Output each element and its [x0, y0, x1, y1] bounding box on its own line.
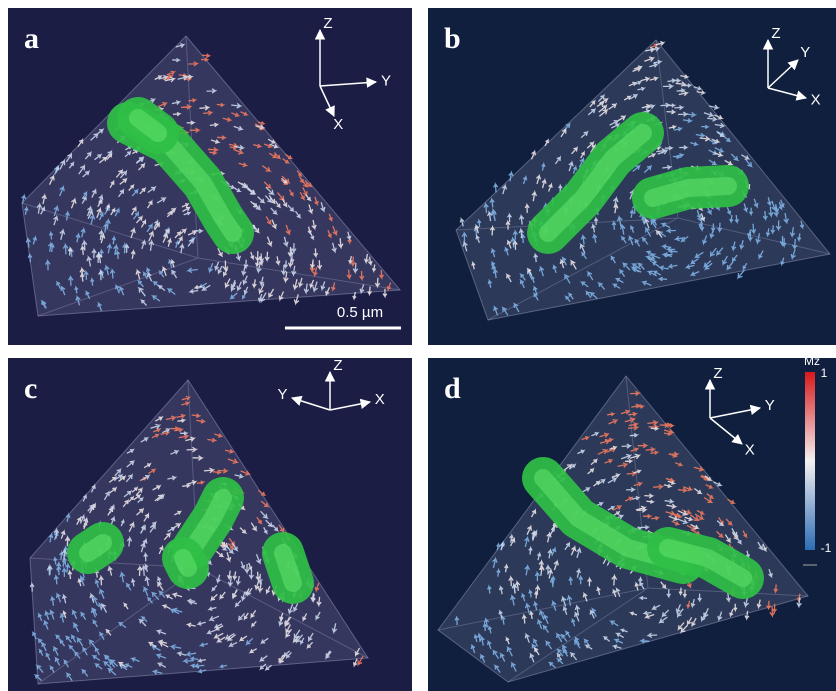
panel: a Z Y X 0.5 µm	[8, 8, 412, 345]
panel: b Z Y X	[428, 8, 836, 345]
panel-label: d	[444, 372, 461, 405]
axis-label: Z	[333, 357, 342, 374]
axis-label: X	[333, 116, 343, 133]
skyrmion-highlight	[183, 558, 188, 568]
axis-label: Y	[800, 44, 810, 61]
panel-label: a	[24, 22, 39, 55]
panel-label: c	[24, 372, 37, 405]
axis-label: X	[811, 92, 821, 109]
colorbar-min: -1	[821, 541, 832, 555]
colorbar-title: Mz	[804, 354, 820, 368]
axis-label: Y	[277, 386, 287, 403]
axis-label: X	[745, 441, 755, 458]
figure: a Z Y X 0.5 µm b Z Y Xc Z Y Xd Z Y X Mz1 -1	[0, 0, 836, 691]
panel: d Z Y X	[428, 358, 836, 691]
skyrmion-highlight	[283, 553, 293, 583]
axis-label: Z	[713, 365, 722, 382]
colorbar-gradient	[805, 372, 815, 550]
page: aZYX0.5 µmbZYXcZYXdZYXMz1-1 (() => { con…	[0, 0, 836, 691]
colorbar-max: 1	[821, 366, 828, 380]
axis-label: Z	[323, 15, 332, 32]
panel: c Z Y X	[8, 357, 412, 691]
scale-bar-label: 0.5 µm	[337, 304, 383, 321]
axis-label: Y	[381, 72, 391, 89]
axis-label: Z	[771, 25, 780, 42]
panel-label: b	[444, 22, 461, 55]
skyrmion-highlight	[138, 118, 158, 133]
axis-label: Y	[765, 397, 775, 414]
axis-label: X	[375, 391, 385, 408]
skyrmion-highlight	[88, 543, 103, 553]
